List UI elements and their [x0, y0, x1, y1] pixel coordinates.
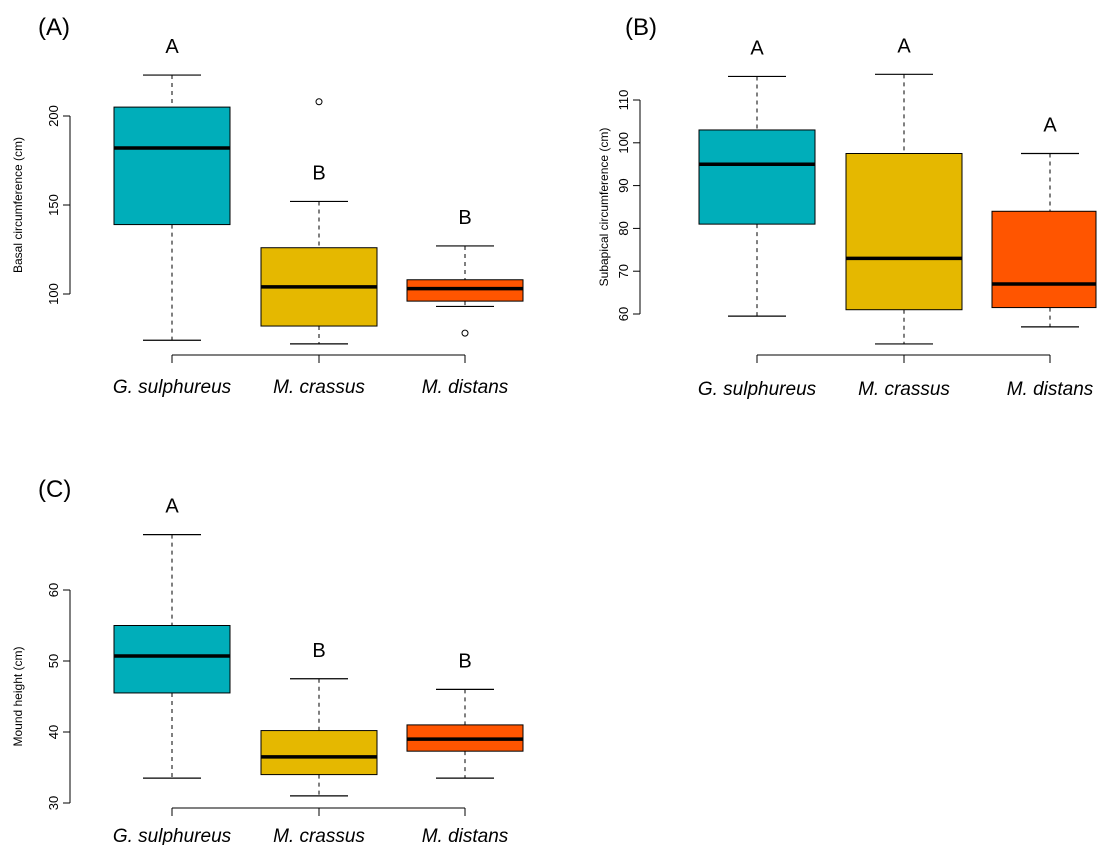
box-1: A — [113, 496, 231, 779]
box-1: A — [113, 36, 231, 341]
boxplot-panel-b: (B) 60 70 80 90 100 110 Subapical circumference… — [597, 14, 1097, 400]
y-tick-label: 100 — [46, 283, 61, 305]
significance-letter: B — [458, 207, 471, 229]
y-tick-label: 60 — [616, 307, 631, 321]
panel-label: (C) — [38, 476, 71, 503]
significance-letter: A — [897, 35, 911, 57]
significance-letter: A — [165, 496, 179, 518]
iqr-box — [260, 730, 378, 776]
iqr-box — [845, 153, 963, 311]
iqr-box — [113, 106, 231, 226]
boxplot-panel-a: (A) 100 150 200 Basal circumference (cm) G. s… — [11, 14, 524, 398]
y-tick-label: 40 — [46, 725, 61, 739]
y-tick-label: 150 — [46, 194, 61, 216]
category-label: G. sulphureus — [113, 826, 232, 845]
y-tick-label: 110 — [616, 90, 631, 111]
panel-label: (A) — [38, 14, 70, 41]
y-tick-label: 70 — [616, 264, 631, 278]
significance-letter: A — [1043, 115, 1057, 137]
significance-letter: A — [750, 37, 764, 59]
y-axis-label: Basal circumference (cm) — [11, 137, 25, 273]
category-label: M. distans — [422, 377, 509, 398]
y-tick-label: 90 — [616, 178, 631, 192]
iqr-box — [113, 625, 231, 694]
significance-letter: B — [458, 650, 471, 672]
y-tick-label: 30 — [46, 796, 61, 810]
y-tick-label: 50 — [46, 654, 61, 668]
panel-label: (B) — [625, 14, 657, 41]
iqr-box — [991, 210, 1097, 309]
category-label: M. crassus — [273, 377, 365, 398]
category-label: M. crassus — [858, 379, 950, 400]
y-tick-label: 200 — [46, 105, 61, 127]
iqr-box — [406, 279, 524, 302]
significance-letter: A — [165, 36, 179, 58]
y-axis-label: Mound height (cm) — [11, 646, 25, 746]
y-tick-label: 80 — [616, 221, 631, 235]
box-2: B — [260, 98, 378, 345]
significance-letter: B — [312, 162, 325, 184]
y-axis-label: Subapical circumference (cm) — [597, 128, 611, 287]
category-label: M. distans — [422, 826, 509, 845]
box-2: A — [845, 35, 963, 345]
box-3: B — [406, 207, 524, 337]
outlier-point — [315, 98, 323, 106]
significance-letter: B — [312, 640, 325, 662]
box-3: A — [991, 115, 1097, 328]
boxplot-panel-c: (C) 30 40 50 60 Mound height (cm) G. sulphureu… — [11, 476, 524, 845]
outlier-point — [461, 329, 469, 337]
iqr-box — [698, 129, 816, 225]
y-tick-label: 60 — [46, 583, 61, 597]
category-label: M. crassus — [273, 826, 365, 845]
box-3: B — [406, 650, 524, 779]
y-tick-label: 100 — [616, 132, 631, 154]
box-2: B — [260, 640, 378, 797]
category-label: G. sulphureus — [113, 377, 232, 398]
box-1: A — [698, 37, 816, 317]
category-label: M. distans — [1007, 379, 1094, 400]
category-label: G. sulphureus — [698, 379, 817, 400]
